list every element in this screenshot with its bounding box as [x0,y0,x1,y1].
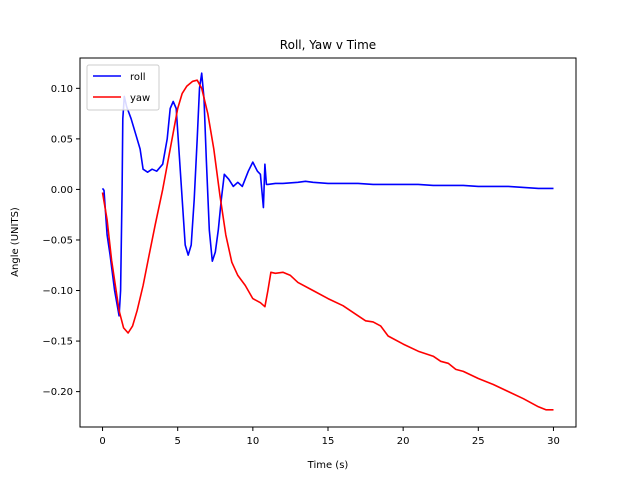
x-tick-label: 25 [472,436,485,447]
y-tick-label: −0.05 [42,235,73,246]
y-tick-label: −0.10 [42,286,73,297]
chart-title: Roll, Yaw v Time [280,38,376,52]
x-axis: 0 5 10 15 20 25 30 [99,427,560,447]
y-tick-label: 0.10 [51,84,73,95]
y-tick-label: −0.15 [42,337,73,348]
legend: roll yaw [86,64,160,111]
y-axis-label: Angle (UNITS) [10,207,21,277]
y-tick-label: 0.05 [51,134,73,145]
x-tick-label: 0 [99,436,105,447]
y-axis: 0.10 0.05 0.00 −0.05 −0.10 −0.15 −0.20 [42,84,80,398]
x-tick-label: 5 [175,436,181,447]
x-tick-label: 30 [547,436,560,447]
legend-yaw-label: yaw [130,93,150,104]
series-line-yaw [101,79,554,411]
series-line-roll [101,72,554,317]
y-tick-label: 0.00 [51,185,73,196]
x-tick-label: 10 [246,436,259,447]
y-tick-label: −0.20 [42,387,73,398]
legend-roll-label: roll [130,72,146,83]
x-tick-label: 20 [397,436,410,447]
plot-area: 0 5 10 15 20 25 30 0.10 0.05 0.00 −0.05 −0.10 −0.15… [42,57,577,447]
x-tick-label: 15 [322,436,335,447]
x-axis-label: Time (s) [307,460,349,471]
series-layer [101,72,554,411]
